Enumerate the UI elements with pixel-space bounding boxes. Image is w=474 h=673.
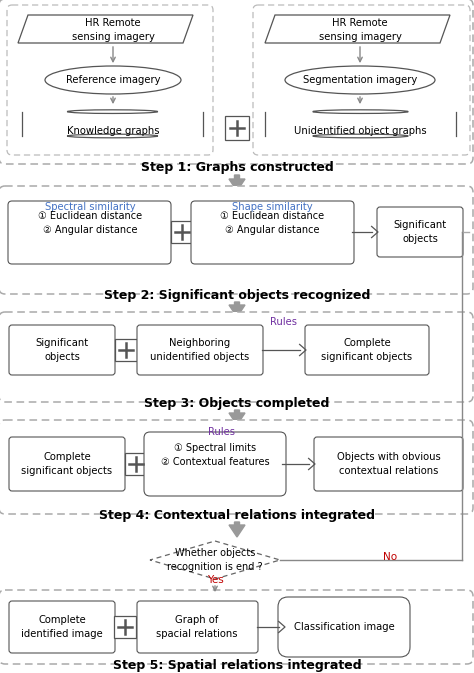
Text: Complete
identified image: Complete identified image (21, 615, 103, 639)
Text: No: No (383, 552, 397, 562)
Text: Complete
significant objects: Complete significant objects (21, 452, 112, 476)
FancyBboxPatch shape (253, 5, 470, 155)
FancyBboxPatch shape (377, 207, 463, 257)
Text: Unidentified object graphs: Unidentified object graphs (294, 126, 426, 136)
Text: Significant
objects: Significant objects (36, 339, 89, 361)
FancyBboxPatch shape (8, 201, 171, 264)
Ellipse shape (67, 134, 158, 138)
Polygon shape (265, 15, 450, 43)
Text: Graph of
spacial relations: Graph of spacial relations (156, 615, 238, 639)
FancyBboxPatch shape (305, 325, 429, 375)
Text: HR Remote
sensing imagery: HR Remote sensing imagery (319, 18, 401, 42)
Text: Spectral similarity: Spectral similarity (45, 202, 135, 212)
Ellipse shape (285, 66, 435, 94)
FancyBboxPatch shape (137, 325, 263, 375)
FancyBboxPatch shape (0, 312, 473, 402)
FancyBboxPatch shape (9, 601, 115, 653)
FancyBboxPatch shape (0, 420, 473, 514)
Text: Rules: Rules (271, 317, 298, 327)
FancyBboxPatch shape (191, 201, 354, 264)
Text: Knowledge graphs: Knowledge graphs (67, 126, 159, 136)
Text: Step 2: Significant objects recognized: Step 2: Significant objects recognized (104, 289, 370, 302)
Text: Step 4: Contextual relations integrated: Step 4: Contextual relations integrated (99, 509, 375, 522)
Bar (114, 616, 136, 638)
Text: Rules: Rules (209, 427, 236, 437)
Text: HR Remote
sensing imagery: HR Remote sensing imagery (72, 18, 155, 42)
Bar (171, 221, 193, 243)
Text: ① Euclidean distance
② Angular distance: ① Euclidean distance ② Angular distance (38, 211, 142, 235)
Text: Significant
objects: Significant objects (393, 220, 447, 244)
FancyBboxPatch shape (0, 186, 473, 294)
FancyBboxPatch shape (278, 597, 410, 657)
Ellipse shape (313, 134, 408, 138)
Ellipse shape (67, 110, 158, 114)
Bar (22, 112, 203, 136)
Text: Step 3: Objects completed: Step 3: Objects completed (144, 398, 330, 411)
FancyBboxPatch shape (314, 437, 463, 491)
FancyBboxPatch shape (144, 432, 286, 496)
Polygon shape (150, 541, 280, 579)
Bar (115, 339, 137, 361)
FancyBboxPatch shape (137, 601, 258, 653)
FancyBboxPatch shape (9, 325, 115, 375)
Text: Objects with obvious
contextual relations: Objects with obvious contextual relation… (337, 452, 441, 476)
Polygon shape (229, 175, 245, 191)
Text: Yes: Yes (207, 575, 223, 585)
FancyBboxPatch shape (7, 5, 213, 155)
Polygon shape (229, 302, 245, 317)
Bar (265, 112, 456, 136)
Polygon shape (229, 410, 245, 425)
Polygon shape (18, 15, 193, 43)
Text: Neighboring
unidentified objects: Neighboring unidentified objects (150, 339, 250, 361)
Text: Shape similarity: Shape similarity (232, 202, 312, 212)
Text: Segmentation imagery: Segmentation imagery (303, 75, 417, 85)
FancyBboxPatch shape (0, 0, 473, 164)
Bar (225, 116, 249, 140)
Ellipse shape (313, 110, 408, 114)
Ellipse shape (45, 66, 181, 94)
Text: ① Spectral limits
② Contextual features: ① Spectral limits ② Contextual features (161, 444, 269, 466)
Text: Step 1: Graphs constructed: Step 1: Graphs constructed (141, 162, 333, 174)
Text: Whether objects
recognition is end ?: Whether objects recognition is end ? (167, 548, 263, 571)
Text: Step 5: Spatial relations integrated: Step 5: Spatial relations integrated (113, 660, 361, 672)
FancyBboxPatch shape (0, 590, 473, 664)
Bar (125, 453, 147, 475)
FancyBboxPatch shape (9, 437, 125, 491)
Text: Classification image: Classification image (293, 622, 394, 632)
Text: Reference imagery: Reference imagery (66, 75, 160, 85)
Text: ① Euclidean distance
② Angular distance: ① Euclidean distance ② Angular distance (220, 211, 324, 235)
Text: Complete
significant objects: Complete significant objects (321, 339, 412, 361)
Polygon shape (229, 522, 245, 537)
